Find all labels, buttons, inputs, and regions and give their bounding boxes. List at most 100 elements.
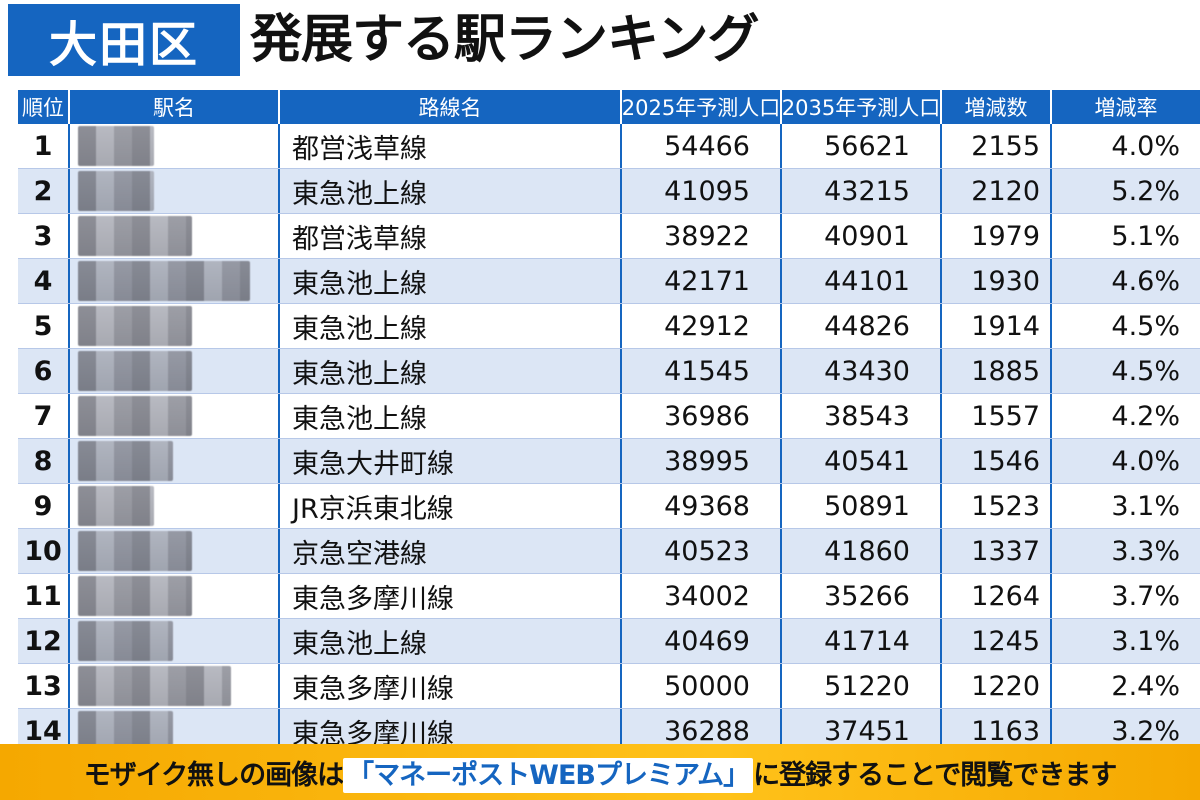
banner-suffix: に登録することで閲覧できます — [753, 759, 1117, 791]
pop2025-cell: 38922 — [622, 214, 782, 258]
station-cell — [70, 349, 280, 393]
pop2035-cell: 51220 — [782, 664, 942, 708]
line-cell: 東急多摩川線 — [280, 664, 622, 708]
col-rank-header: 順位 — [18, 90, 70, 124]
line-cell: 東急池上線 — [280, 259, 622, 303]
line-cell: 東急池上線 — [280, 304, 622, 348]
pop2035-cell: 38543 — [782, 394, 942, 438]
pop2025-cell: 42171 — [622, 259, 782, 303]
diff-cell: 1914 — [942, 304, 1052, 348]
station-cell — [70, 709, 280, 744]
rate-cell: 5.1% — [1111, 220, 1180, 252]
table-row: 6 東急池上線 41545 43430 1885 4.5% — [18, 349, 1200, 394]
rank-cell: 8 — [18, 439, 70, 483]
rank-cell: 6 — [18, 349, 70, 393]
ward-label: 大田区 — [8, 4, 240, 76]
station-cell — [70, 169, 280, 213]
station-cell — [70, 214, 280, 258]
pop2025-cell: 40523 — [622, 529, 782, 573]
rank-cell: 11 — [18, 574, 70, 618]
table-body: 1 都営浅草線 54466 56621 2155 4.0% 2 東急池上線 41095 43215… — [18, 124, 1200, 744]
rate-cell: 3.3% — [1111, 535, 1180, 567]
station-cell — [70, 439, 280, 483]
rank-cell: 3 — [18, 214, 70, 258]
station-cell — [70, 619, 280, 663]
rank-cell: 4 — [18, 259, 70, 303]
table-row: 8 東急大井町線 38995 40541 1546 4.0% — [18, 439, 1200, 484]
rate-cell: 4.5% — [1111, 310, 1180, 342]
mosaic-censor — [78, 576, 192, 616]
rate-cell: 5.2% — [1111, 175, 1180, 207]
line-cell: 都営浅草線 — [280, 214, 622, 258]
table-row: 7 東急池上線 36986 38543 1557 4.2% — [18, 394, 1200, 439]
premium-banner[interactable]: モザイク無しの画像は 「マネーポストWEBプレミアム」 に登録することで閲覧できます — [0, 744, 1200, 800]
table-header: 順位 駅名 路線名 2025年予測人口 2035年予測人口 増減数 増減率 — [18, 90, 1200, 124]
pop2025-cell: 40469 — [622, 619, 782, 663]
diff-cell: 1885 — [942, 349, 1052, 393]
table-row: 10 京急空港線 40523 41860 1337 3.3% — [18, 529, 1200, 574]
pop2025-cell: 50000 — [622, 664, 782, 708]
diff-cell: 1163 — [942, 709, 1052, 744]
rate-cell: 3.2% — [1111, 715, 1180, 745]
table-row: 11 東急多摩川線 34002 35266 1264 3.7% — [18, 574, 1200, 619]
line-cell: 都営浅草線 — [280, 124, 622, 168]
pop2035-cell: 43430 — [782, 349, 942, 393]
premium-link[interactable]: 「マネーポストWEBプレミアム」 — [343, 757, 754, 793]
col-pop2035-header: 2035年予測人口 — [782, 90, 942, 124]
rate-cell: 4.5% — [1111, 355, 1180, 387]
station-cell — [70, 259, 280, 303]
station-cell — [70, 304, 280, 348]
col-pop2025-header: 2025年予測人口 — [622, 90, 782, 124]
mosaic-censor — [78, 171, 154, 211]
mosaic-censor — [78, 126, 154, 166]
pop2035-cell: 40901 — [782, 214, 942, 258]
table-row: 9 JR京浜東北線 49368 50891 1523 3.1% — [18, 484, 1200, 529]
pop2025-cell: 49368 — [622, 484, 782, 528]
diff-cell: 1245 — [942, 619, 1052, 663]
diff-cell: 1264 — [942, 574, 1052, 618]
rate-cell: 3.1% — [1111, 490, 1180, 522]
pop2025-cell: 38995 — [622, 439, 782, 483]
mosaic-censor — [78, 621, 173, 661]
pop2025-cell: 36986 — [622, 394, 782, 438]
mosaic-censor — [78, 666, 231, 706]
table-row: 12 東急池上線 40469 41714 1245 3.1% — [18, 619, 1200, 664]
rate-cell: 4.2% — [1111, 400, 1180, 432]
station-cell — [70, 484, 280, 528]
pop2025-cell: 36288 — [622, 709, 782, 744]
line-cell: 東急大井町線 — [280, 439, 622, 483]
pop2035-cell: 44101 — [782, 259, 942, 303]
diff-cell: 2120 — [942, 169, 1052, 213]
table-row: 14 東急多摩川線 36288 37451 1163 3.2% — [18, 709, 1200, 744]
line-cell: 東急池上線 — [280, 349, 622, 393]
diff-cell: 1557 — [942, 394, 1052, 438]
rate-cell: 3.1% — [1111, 625, 1180, 657]
rank-cell: 10 — [18, 529, 70, 573]
line-cell: 東急多摩川線 — [280, 574, 622, 618]
diff-cell: 1523 — [942, 484, 1052, 528]
pop2035-cell: 41860 — [782, 529, 942, 573]
table-row: 13 東急多摩川線 50000 51220 1220 2.4% — [18, 664, 1200, 709]
mosaic-censor — [78, 441, 173, 481]
line-cell: 東急池上線 — [280, 169, 622, 213]
diff-cell: 1337 — [942, 529, 1052, 573]
mosaic-censor — [78, 396, 192, 436]
pop2035-cell: 40541 — [782, 439, 942, 483]
rate-cell: 3.7% — [1111, 580, 1180, 612]
rank-cell: 12 — [18, 619, 70, 663]
station-cell — [70, 529, 280, 573]
line-cell: JR京浜東北線 — [280, 484, 622, 528]
pop2035-cell: 56621 — [782, 124, 942, 168]
station-cell — [70, 664, 280, 708]
table-row: 5 東急池上線 42912 44826 1914 4.5% — [18, 304, 1200, 349]
rank-cell: 2 — [18, 169, 70, 213]
header: 大田区 発展する駅ランキング — [0, 0, 1200, 88]
col-rate-header: 増減率 — [1094, 96, 1158, 120]
rate-cell: 4.0% — [1111, 130, 1180, 162]
rank-cell: 1 — [18, 124, 70, 168]
mosaic-censor — [78, 486, 154, 526]
diff-cell: 1546 — [942, 439, 1052, 483]
mosaic-censor — [78, 306, 192, 346]
pop2035-cell: 50891 — [782, 484, 942, 528]
mosaic-censor — [78, 531, 192, 571]
